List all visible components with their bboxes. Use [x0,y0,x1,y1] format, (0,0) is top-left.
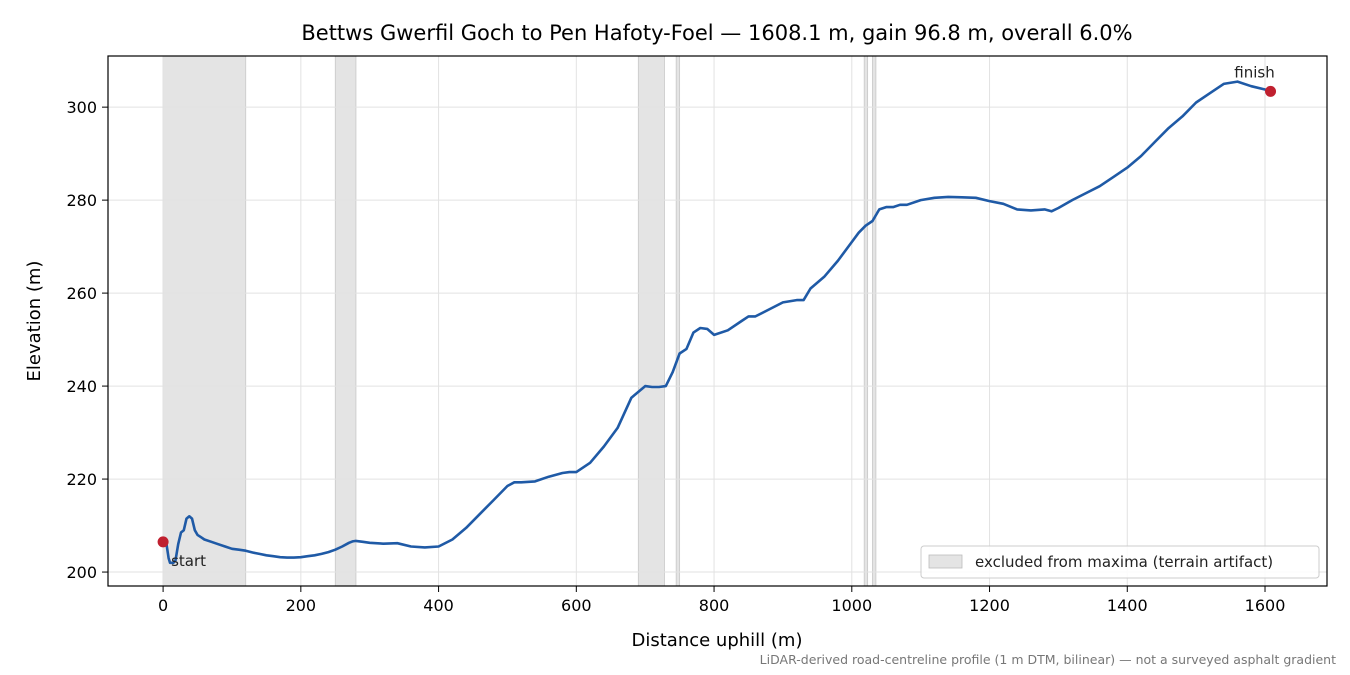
excluded-band-1 [162,55,247,587]
finish-label: finish [1234,63,1274,81]
footnote: LiDAR-derived road-centreline profile (1… [760,652,1336,667]
endpoint-markers: start finish [157,63,1277,570]
plot-frame [107,55,1328,587]
start-marker [157,536,169,548]
x-tick-label: 1600 [1245,596,1286,615]
x-tick-label: 1200 [969,596,1010,615]
y-tick-label: 220 [66,470,97,489]
y-tick-label: 260 [66,284,97,303]
legend-box [920,545,1320,579]
excluded-band-3 [637,55,665,587]
start-label: start [171,552,206,570]
legend-swatch [928,554,963,569]
y-tick-label: 200 [66,563,97,582]
y-tick-label: 300 [66,98,97,117]
finish-marker [1265,85,1277,97]
excluded-band-2 [334,55,357,587]
y-axis-ticks: 200 220 240 260 280 300 [66,98,108,582]
x-tick-label: 400 [423,596,454,615]
elevation-line [162,80,1271,565]
y-axis-label: Elevation (m) [24,261,45,382]
x-tick-label: 0 [158,596,168,615]
excluded-band-5 [863,55,869,587]
x-tick-label: 600 [561,596,592,615]
excluded-bands [162,55,877,587]
x-axis-label: Distance uphill (m) [632,630,803,651]
y-tick-label: 240 [66,377,97,396]
grid-lines [108,56,1327,586]
legend: excluded from maxima (terrain artifact) [920,545,1320,579]
x-tick-label: 800 [699,596,730,615]
x-axis-ticks: 0 200 400 600 800 1000 1200 1400 1600 [158,586,1285,615]
y-tick-label: 280 [66,191,97,210]
excluded-band-4 [675,55,681,587]
x-tick-label: 200 [286,596,317,615]
x-tick-label: 1000 [831,596,872,615]
x-tick-label: 1400 [1107,596,1148,615]
legend-label: excluded from maxima (terrain artifact) [975,553,1273,571]
excluded-band-6 [872,55,877,587]
chart-title: Bettws Gwerfil Goch to Pen Hafoty-Foel —… [301,21,1132,45]
